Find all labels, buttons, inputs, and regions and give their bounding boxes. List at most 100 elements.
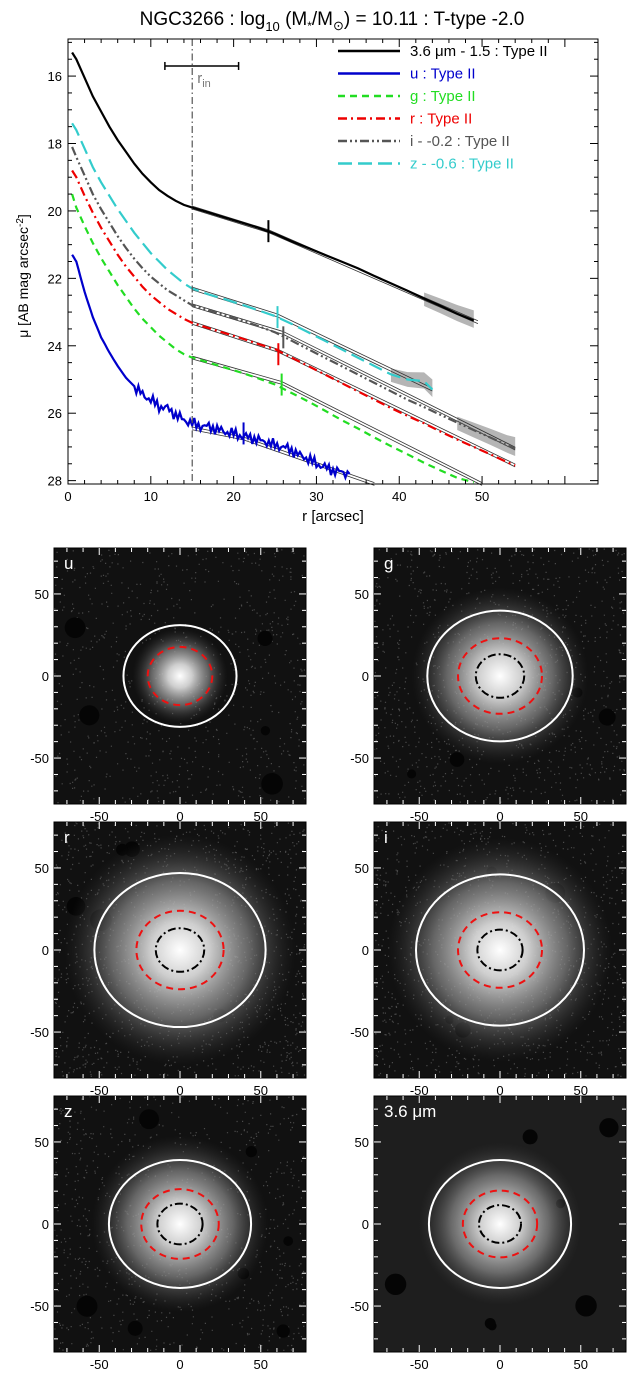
surface-brightness-profile-chart: NGC3266 : log10 (M*/M⊙) = 10.11 : T-type… (15, 9, 599, 525)
panel-x-tick-label: -50 (90, 1083, 109, 1098)
legend-entry: u : Type II (410, 66, 476, 83)
masked-source (599, 1118, 619, 1138)
masked-source (79, 705, 100, 726)
galaxy-glow (418, 1142, 582, 1306)
fit-line (268, 232, 479, 324)
y-axis-label: μ [AB mag arcsec-2] (15, 214, 31, 338)
panel-x-tick-label: 50 (254, 809, 268, 824)
panel-band-label: r (64, 828, 70, 847)
panel-band-label: u (64, 554, 73, 573)
series-line (71, 51, 475, 322)
masked-source (449, 752, 465, 767)
masked-source (257, 630, 273, 647)
break-ellipse (457, 911, 543, 989)
y-tick-label: 16 (48, 69, 62, 84)
x-tick-label: 30 (309, 489, 323, 504)
x-tick-label: 50 (475, 489, 489, 504)
masked-source (283, 1236, 294, 1246)
rin-range-bar (164, 61, 240, 70)
error-band (390, 368, 433, 398)
y-axis-ticks: 16 18 20 22 24 26 28 (48, 41, 598, 489)
error-band (457, 416, 516, 457)
galaxy-glow (411, 587, 589, 765)
panel-y-tick-label: 0 (42, 1217, 49, 1232)
masked-source (127, 1320, 143, 1336)
break-ellipse (461, 1189, 539, 1259)
inner-ellipse (154, 927, 206, 973)
masked-source (276, 1324, 290, 1338)
fit-line (277, 313, 433, 389)
image-panel: -50 0 50 50 0 -50 g (350, 547, 627, 824)
error-shades (390, 292, 516, 457)
legend-entry: 3.6 μm - 1.5 : Type II (410, 43, 548, 60)
panel-x-tick-label: 50 (574, 1357, 588, 1372)
noise-speckle (54, 548, 306, 804)
fit-line (281, 381, 483, 483)
x-axis-label: r [arcsec] (302, 508, 364, 525)
outer-ellipse (122, 624, 238, 728)
break-ellipse (140, 1188, 220, 1260)
panel-band-label: i (384, 828, 388, 847)
masked-source (260, 726, 271, 736)
break-ellipse (457, 637, 543, 715)
panel-y-tick-label: 0 (42, 669, 49, 684)
legend-entry: r : Type II (410, 111, 472, 128)
x-tick-label: 0 (64, 489, 71, 504)
fit-line (281, 383, 483, 486)
fit-line (192, 286, 278, 315)
panel-x-tick-label: 0 (176, 1083, 183, 1098)
break-ellipse (146, 645, 214, 707)
masked-source (484, 1317, 496, 1329)
panel-x-tick-label: 50 (574, 809, 588, 824)
panel-y-tick-label: 0 (42, 943, 49, 958)
legend-entry: z - -0.6 : Type II (410, 156, 514, 173)
image-panel: -50 0 50 50 0 -50 z (30, 1095, 307, 1372)
fit-line (283, 331, 516, 448)
y-tick-label: 26 (48, 406, 62, 421)
inner-ellipse (156, 1202, 204, 1246)
galaxy-glow (91, 1135, 269, 1313)
panel-x-tick-label: 0 (176, 1357, 183, 1372)
image-panel: -50 0 50 50 0 -50 3.6 μm (350, 1095, 627, 1372)
masked-source (139, 1109, 160, 1130)
panel-x-tick-label: 50 (254, 1357, 268, 1372)
masked-source (76, 1295, 98, 1317)
outer-ellipse (93, 871, 267, 1029)
noise-speckle (374, 548, 625, 803)
plot-frame (67, 38, 599, 485)
outer-ellipse (427, 1159, 573, 1289)
panel-band-label: 3.6 μm (384, 1102, 436, 1121)
y-tick-label: 18 (48, 137, 62, 152)
series-line (71, 254, 351, 481)
legend: 3.6 μm - 1.5 : Type II u : Type II g : Typ… (338, 43, 548, 173)
image-panel: -50 0 50 50 0 -50 r (30, 821, 307, 1098)
masked-source (598, 708, 616, 726)
rin-label: rin (197, 70, 211, 90)
panel-y-tick-label: -50 (30, 1299, 49, 1314)
panel-y-tick-label: 50 (35, 587, 49, 602)
panel-y-tick-label: 50 (35, 861, 49, 876)
inner-ellipse (476, 928, 524, 972)
masked-source (64, 617, 86, 639)
panel-x-tick-label: 0 (176, 809, 183, 824)
panel-y-tick-label: 50 (355, 1135, 369, 1150)
x-tick-label: 10 (144, 489, 158, 504)
masked-source (261, 773, 283, 795)
panel-y-tick-label: 50 (35, 1135, 49, 1150)
fit-line (192, 323, 279, 353)
masked-source (407, 769, 417, 779)
fit-line (192, 303, 284, 332)
y-tick-label: 24 (48, 339, 62, 354)
panel-x-tick-label: -50 (90, 1357, 109, 1372)
galaxy-glow (64, 834, 296, 1066)
panel-y-tick-label: 50 (355, 587, 369, 602)
y-tick-label: 28 (48, 474, 62, 489)
fit-line (192, 306, 284, 335)
y-tick-label: 22 (48, 271, 62, 286)
masked-source (575, 1295, 597, 1317)
masked-source (384, 1273, 407, 1296)
break-ellipse (135, 909, 225, 991)
galaxy-glow (388, 838, 612, 1062)
